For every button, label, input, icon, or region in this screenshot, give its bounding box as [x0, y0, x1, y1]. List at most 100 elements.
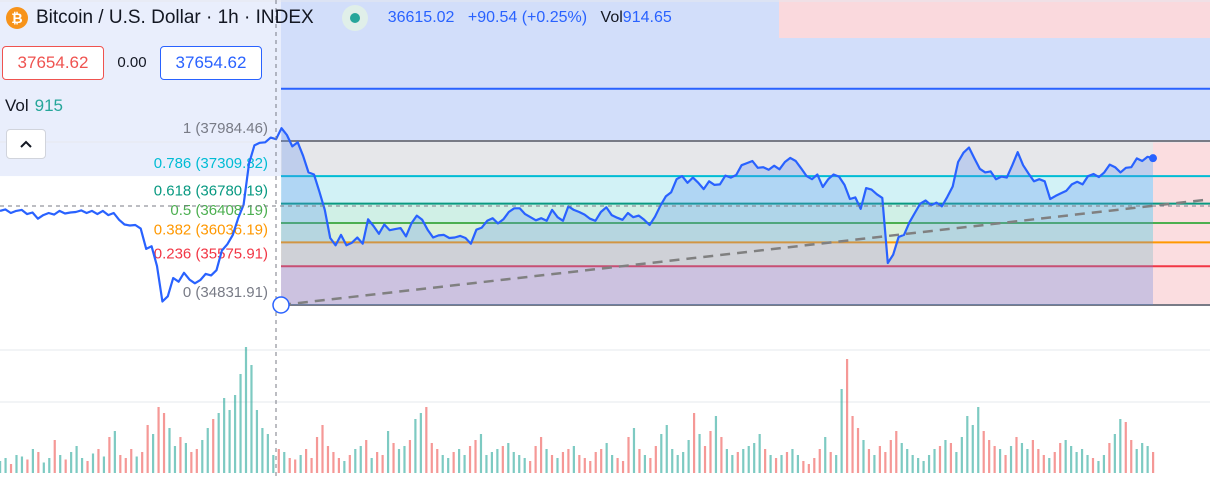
volume-bar — [48, 458, 51, 473]
volume-bar — [1152, 452, 1155, 473]
volume-bar — [906, 449, 909, 473]
volume-bar — [796, 455, 800, 473]
volume-bar — [266, 434, 269, 473]
volume-bar — [1048, 458, 1051, 473]
spread-value: 0.00 — [117, 53, 147, 71]
volume-bar — [1091, 458, 1095, 473]
fib-zone-1-0.786 — [281, 141, 1153, 177]
volume-bar — [490, 452, 494, 473]
volume-bar — [152, 434, 155, 473]
volume-bar — [1146, 446, 1149, 473]
trend-line — [280, 198, 1210, 307]
volume-bar — [332, 452, 335, 473]
volume-bar — [1004, 455, 1007, 473]
volume-bar — [649, 458, 652, 473]
volume-bar — [567, 449, 570, 473]
volume-bar — [539, 437, 543, 473]
fib-zone-0.236-0 — [281, 266, 1153, 305]
volume-bar — [632, 428, 636, 473]
volume-bar — [611, 455, 614, 473]
volume-bar — [682, 452, 685, 473]
volume-bar — [1075, 452, 1078, 473]
volume-bar — [873, 455, 876, 473]
volume-bar — [4, 458, 7, 473]
volume-bar — [168, 428, 171, 473]
volume-bar — [550, 455, 554, 473]
volume-bar — [64, 459, 67, 473]
volume-bar — [1053, 452, 1056, 473]
volume-bar — [305, 449, 308, 473]
volume-bar — [698, 434, 701, 473]
volume-bar — [660, 434, 663, 473]
volume-bar — [583, 458, 586, 473]
volume-bar — [840, 389, 843, 473]
volume-bar — [911, 455, 914, 473]
volume-bar — [135, 456, 138, 473]
volume-bar — [441, 455, 444, 473]
volume-bar — [561, 452, 565, 473]
volume-bar — [190, 452, 193, 473]
volume-bar — [458, 449, 461, 473]
fib-zone-0.5-0.382 — [281, 222, 1153, 243]
volume-bar — [938, 446, 942, 473]
fib-label-0.382: 0.382 (36036.19) — [154, 221, 268, 238]
volume-bar — [1037, 449, 1040, 473]
volume-bar — [594, 452, 597, 473]
buy-button[interactable]: 37654.62 — [160, 46, 262, 80]
volume-bar — [321, 425, 324, 473]
volume-bar — [671, 449, 674, 473]
volume-bar — [474, 440, 477, 473]
volume-bar — [206, 428, 209, 473]
volume-bar — [326, 446, 330, 473]
volume-bar — [884, 452, 887, 473]
volume-bar — [255, 410, 259, 473]
volume-bar — [725, 449, 728, 473]
close-value: 36615.02 — [387, 9, 455, 26]
volume-bar — [1080, 449, 1084, 473]
volume-bar — [1124, 422, 1127, 473]
volume-bar — [501, 446, 504, 473]
volume-bar — [714, 416, 718, 473]
volume-bar — [851, 416, 854, 473]
market-status-icon[interactable] — [341, 5, 368, 31]
volume-bar — [927, 455, 931, 473]
volume-bar — [392, 443, 395, 473]
volume-bar — [556, 458, 559, 473]
volume-bar — [988, 440, 991, 473]
volume-bar — [845, 359, 849, 473]
volume-bar — [141, 452, 144, 473]
volume-bar — [315, 437, 319, 473]
volume-bar — [239, 374, 242, 473]
volume-bar — [212, 419, 215, 473]
volume-bar — [818, 449, 821, 473]
volume-bar — [70, 452, 73, 473]
volume-bar — [272, 455, 275, 473]
symbol-header[interactable]: ₿ Bitcoin / U.S. Dollar · 1h · INDEX 366… — [0, 0, 681, 36]
volume-bar — [299, 455, 302, 473]
volume-bar — [687, 440, 690, 473]
volume-bar — [97, 449, 100, 473]
volume-bar — [37, 452, 40, 473]
volume-bar — [616, 458, 619, 473]
volume-bar — [1009, 446, 1013, 473]
volume-bar — [774, 458, 778, 473]
volume-bar — [468, 446, 472, 473]
volume-bar — [1026, 449, 1029, 473]
volume-bar — [785, 452, 789, 473]
symbol-title[interactable]: Bitcoin / U.S. Dollar · 1h · INDEX — [36, 7, 314, 28]
volume-bar — [512, 452, 515, 473]
collapse-legend-button[interactable] — [6, 129, 46, 159]
volume-bar — [419, 413, 422, 473]
volume-bar — [250, 365, 253, 473]
volume-bar — [895, 431, 898, 473]
volume-bar — [91, 453, 95, 473]
sell-button[interactable]: 37654.62 — [2, 46, 104, 80]
volume-bar — [747, 446, 750, 473]
volume-bar — [277, 449, 280, 473]
volume-bar — [343, 461, 346, 473]
volume-bar — [354, 449, 357, 473]
volume-bar — [1042, 455, 1045, 473]
volume-bar — [523, 458, 526, 473]
